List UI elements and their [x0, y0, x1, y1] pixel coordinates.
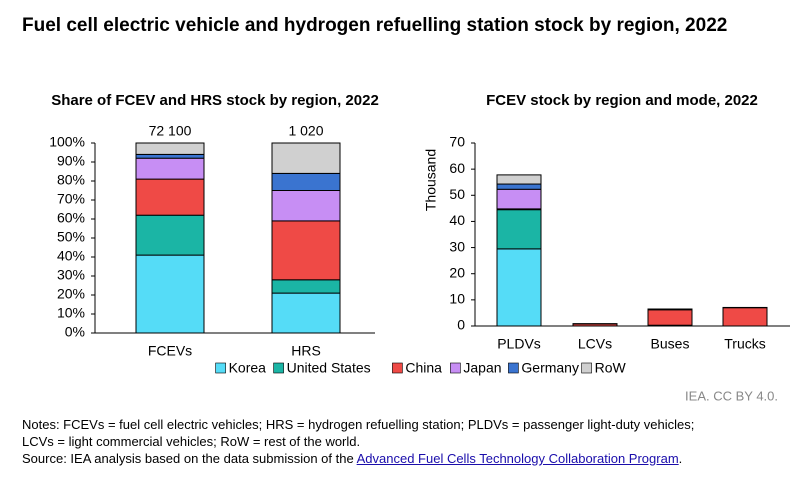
bar-segment: [135, 153, 205, 159]
y-tick-label: 70%: [57, 191, 85, 207]
legend-swatch: [450, 362, 461, 374]
bar-segment: [647, 309, 693, 326]
legend-label: Germany: [521, 360, 579, 376]
y-tick-label: 50%: [57, 229, 85, 245]
credit: IEA. CC BY 4.0.: [685, 388, 778, 403]
source: Source: IEA analysis based on the data s…: [22, 450, 694, 467]
source-link[interactable]: Advanced Fuel Cells Technology Collabora…: [356, 451, 679, 466]
y-tick-label: 90%: [57, 153, 85, 169]
legend-swatch: [215, 362, 226, 374]
bar-segment: [722, 307, 768, 327]
y-tick-label: 60: [449, 160, 465, 176]
bar-segment: [496, 174, 542, 185]
bar-segment: [271, 172, 341, 191]
y-tick-label: 20: [449, 264, 465, 280]
legend-label: Japan: [463, 360, 501, 376]
total-label: 72 100: [149, 123, 192, 139]
bar-segment: [271, 292, 341, 334]
y-tick-label: 0: [457, 317, 465, 333]
legend-swatch: [392, 362, 403, 374]
bar-segment: [135, 178, 205, 216]
y-tick-label: 80%: [57, 172, 85, 188]
y-tick-label: 40%: [57, 248, 85, 264]
x-tick-label: LCVs: [578, 336, 612, 352]
bar-segment: [135, 157, 205, 180]
y-tick-label: 40: [449, 212, 465, 228]
legend-label: United States: [287, 360, 371, 376]
bar-segment: [135, 142, 205, 155]
bar-segment: [135, 214, 205, 256]
y-tick-label: 20%: [57, 286, 85, 302]
main-title: Fuel cell electric vehicle and hydrogen …: [22, 15, 728, 36]
bar-segment: [647, 308, 693, 311]
x-tick-label: FCEVs: [148, 343, 192, 359]
y-tick-label: 30: [449, 238, 465, 254]
source-end: .: [678, 451, 683, 466]
x-tick-label: Trucks: [724, 336, 765, 352]
bar-segment: [271, 190, 341, 222]
x-tick-label: HRS: [291, 343, 321, 359]
total-label: 1 020: [288, 123, 323, 139]
bar-segment: [496, 209, 542, 250]
bar-segment: [271, 142, 341, 174]
legend-label: RoW: [595, 360, 627, 376]
source-text: Source: IEA analysis based on the data s…: [22, 451, 354, 466]
y-tick-label: 10%: [57, 305, 85, 321]
y-tick-label: 70: [449, 134, 465, 150]
note-line: LCVs = light commercial vehicles; RoW = …: [22, 434, 361, 449]
bar-segment: [271, 279, 341, 294]
note-line: Notes: FCEVs = fuel cell electric vehicl…: [22, 417, 695, 432]
bar-segment: [496, 248, 542, 327]
notes: Notes: FCEVs = fuel cell electric vehicl…: [22, 416, 694, 467]
x-tick-label: PLDVs: [497, 336, 541, 352]
bar-segment: [135, 254, 205, 334]
bar-segment: [496, 188, 542, 210]
y-tick-label: 100%: [49, 134, 85, 150]
legend-swatch: [581, 362, 592, 374]
legend-label: China: [405, 360, 442, 376]
legend-swatch: [508, 362, 519, 374]
legend-swatch: [273, 362, 284, 374]
bar-segment: [271, 220, 341, 281]
y-tick-label: 50: [449, 186, 465, 202]
y-tick-label: 0%: [65, 324, 85, 340]
legend-label: Korea: [229, 360, 267, 376]
y-axis-label: Thousand: [423, 149, 439, 211]
bar-segment: [496, 183, 542, 190]
y-tick-label: 10: [449, 291, 465, 307]
chart-title: Share of FCEV and HRS stock by region, 2…: [51, 92, 379, 109]
x-tick-label: Buses: [651, 336, 690, 352]
y-tick-label: 60%: [57, 210, 85, 226]
y-tick-label: 30%: [57, 267, 85, 283]
chart-title: FCEV stock by region and mode, 2022: [486, 92, 758, 109]
